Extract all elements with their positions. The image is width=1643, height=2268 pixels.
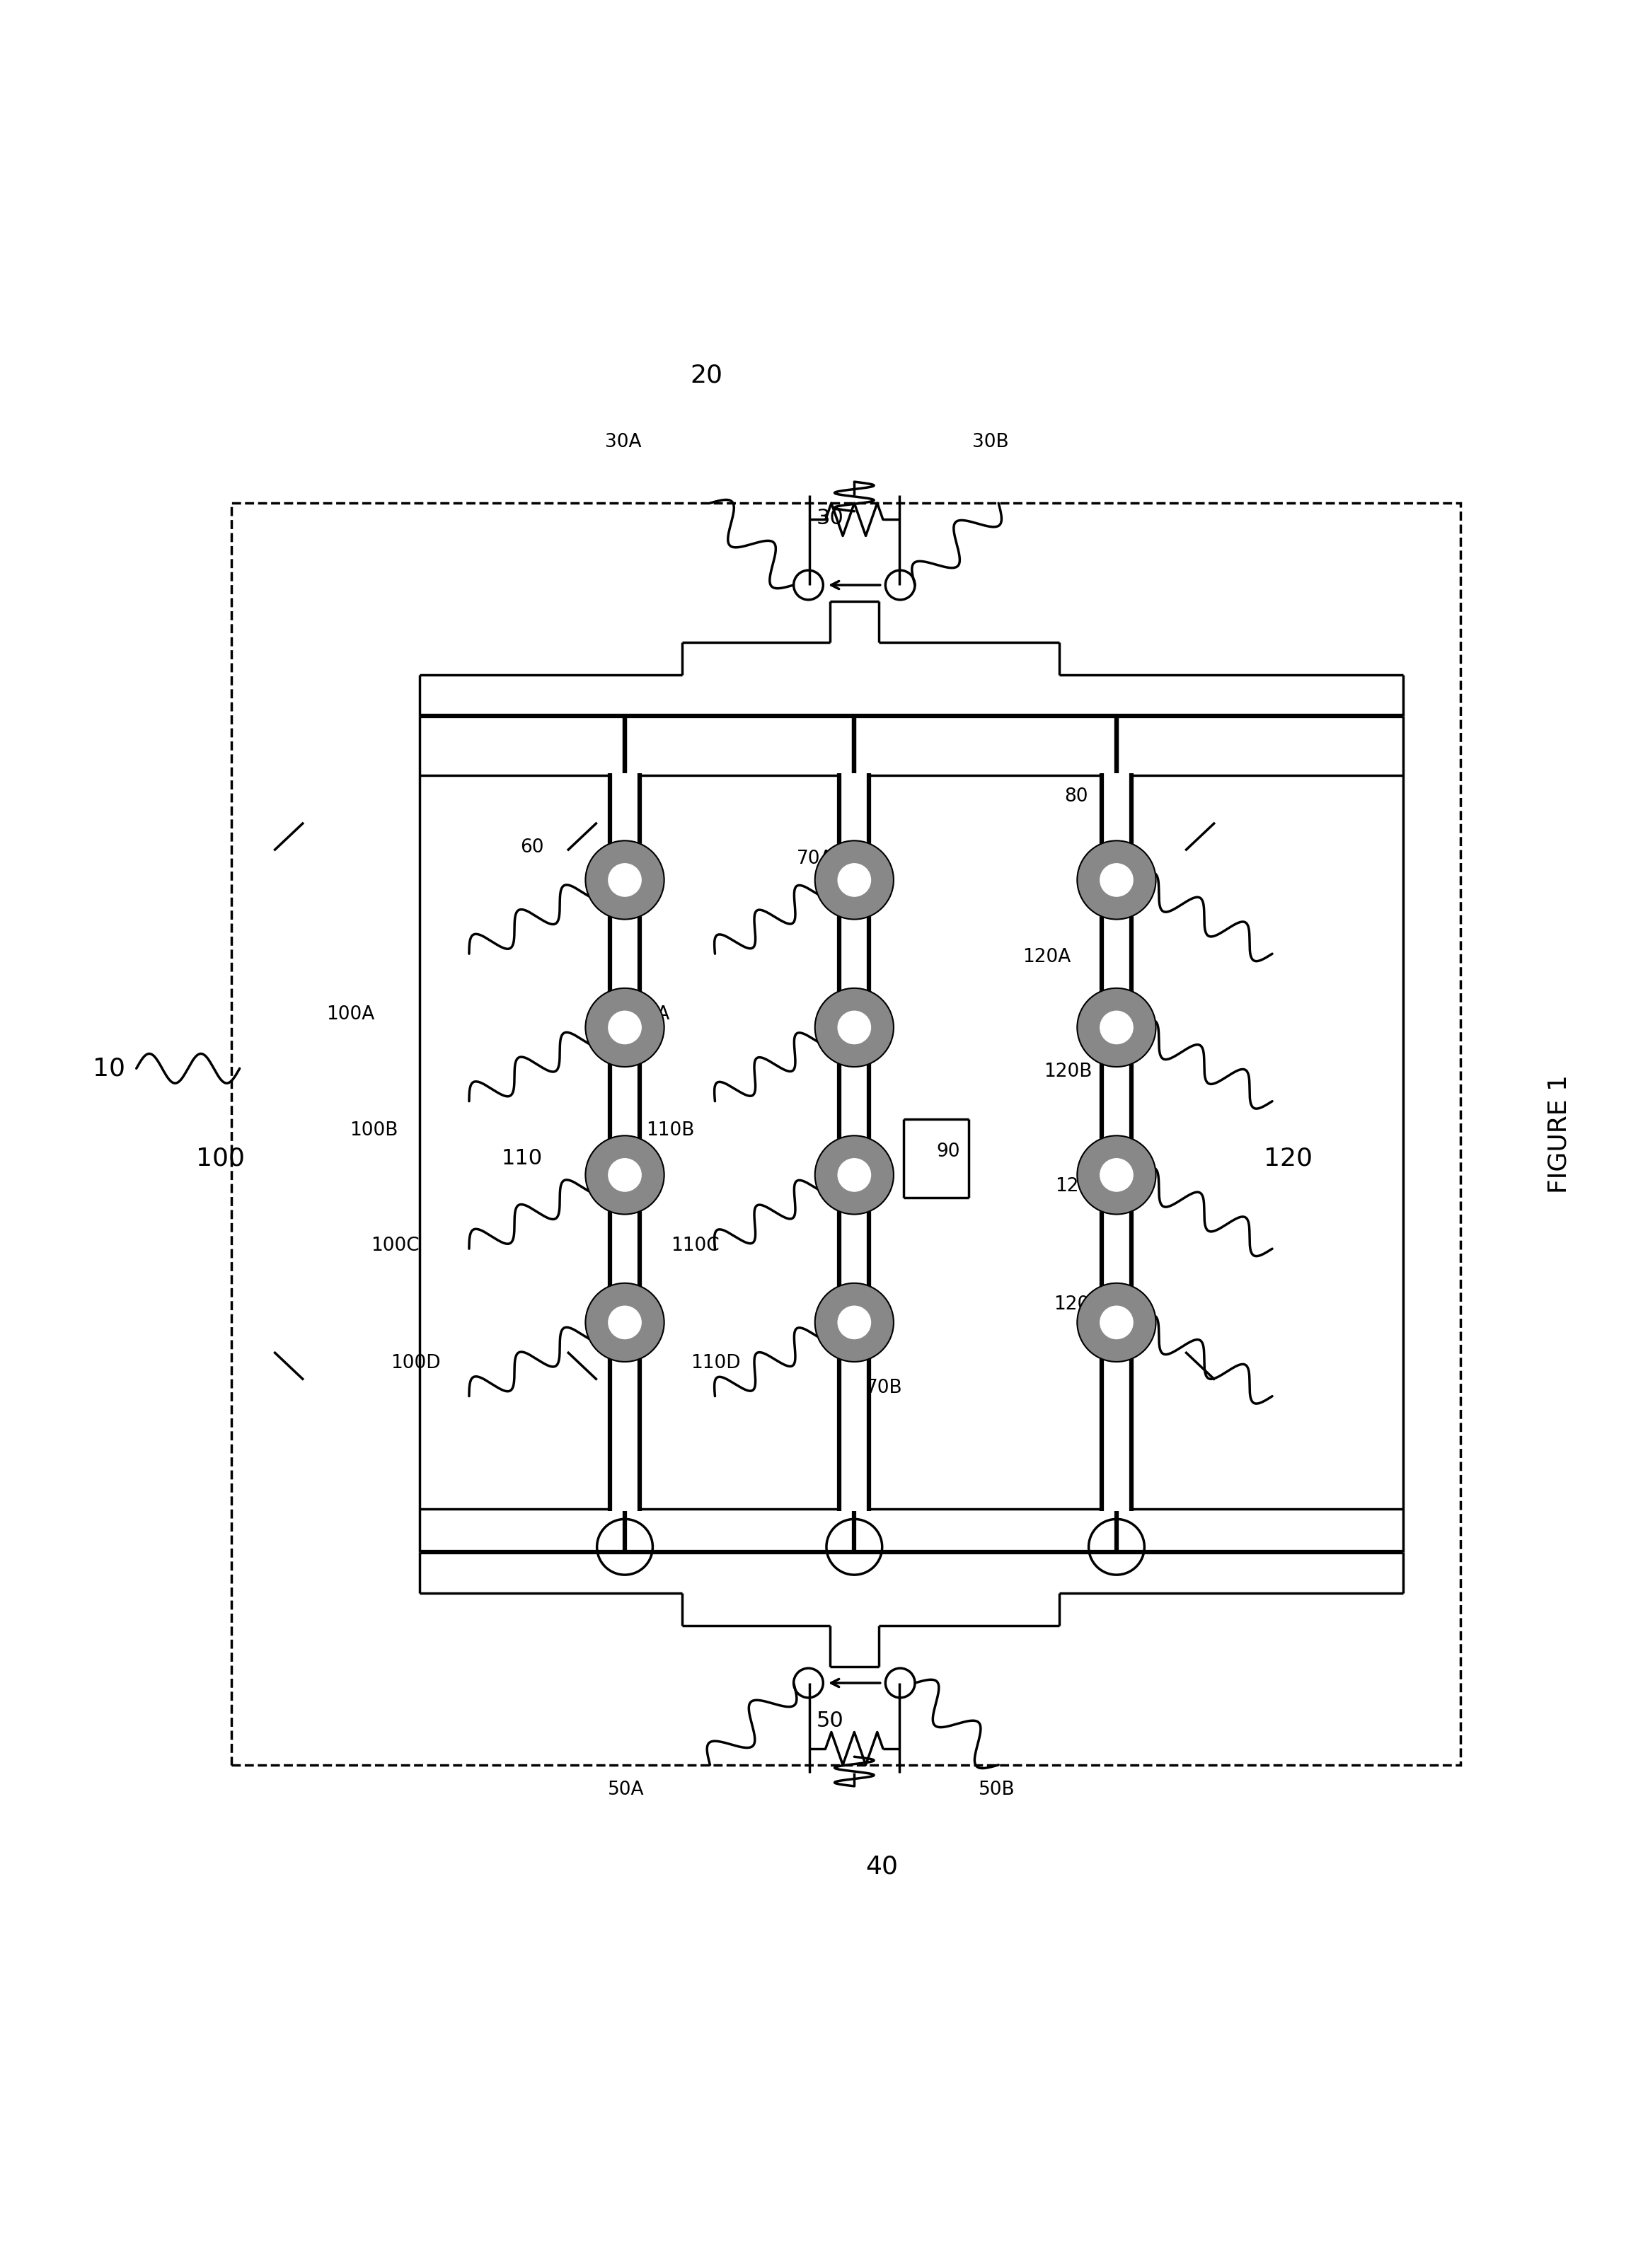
Text: 30: 30 [817,508,843,528]
Circle shape [608,1306,641,1338]
Text: 30B: 30B [973,433,1009,451]
Circle shape [838,1012,871,1043]
Circle shape [585,1284,664,1361]
Circle shape [838,1306,871,1338]
Text: 30A: 30A [605,433,641,451]
Bar [232,503,1461,1765]
Text: 100: 100 [196,1148,245,1170]
Text: 80: 80 [1065,787,1088,805]
Text: 70B: 70B [866,1379,902,1397]
Circle shape [815,1136,894,1213]
Text: 50: 50 [817,1710,843,1730]
Text: 40: 40 [866,1855,899,1878]
Circle shape [838,1159,871,1191]
Circle shape [585,1136,664,1213]
Text: 120: 120 [1263,1148,1313,1170]
Circle shape [608,864,641,896]
Circle shape [585,841,664,919]
Circle shape [838,864,871,896]
Text: 90: 90 [937,1143,960,1161]
Circle shape [585,989,664,1066]
Text: 50A: 50A [608,1780,644,1799]
Text: 120D: 120D [1053,1295,1104,1313]
Text: FIGURE 1: FIGURE 1 [1548,1075,1571,1193]
Circle shape [1078,1284,1157,1361]
Circle shape [1101,1159,1134,1191]
Text: 100C: 100C [371,1236,419,1254]
Circle shape [1078,841,1157,919]
Text: 120A: 120A [1022,948,1071,966]
Circle shape [608,1012,641,1043]
Circle shape [1101,1306,1134,1338]
Circle shape [1078,1136,1157,1213]
Circle shape [815,841,894,919]
Circle shape [1078,989,1157,1066]
Text: 110: 110 [501,1148,542,1168]
Text: 20: 20 [690,363,723,388]
Circle shape [1101,1012,1134,1043]
Text: 110C: 110C [670,1236,720,1254]
Circle shape [608,1159,641,1191]
Text: 50B: 50B [979,1780,1015,1799]
Text: 60: 60 [519,839,544,857]
Circle shape [815,1284,894,1361]
Text: 70A: 70A [797,850,833,869]
Text: 100D: 100D [391,1354,440,1372]
Text: 120B: 120B [1043,1061,1093,1082]
Text: 110D: 110D [690,1354,741,1372]
Text: 120C: 120C [1055,1177,1104,1195]
Circle shape [815,989,894,1066]
Circle shape [1101,864,1134,896]
Text: 100B: 100B [350,1123,398,1141]
Text: 110A: 110A [621,1005,670,1023]
Text: 10: 10 [92,1057,125,1080]
Text: 110B: 110B [646,1123,695,1141]
Text: 100A: 100A [327,1005,375,1023]
